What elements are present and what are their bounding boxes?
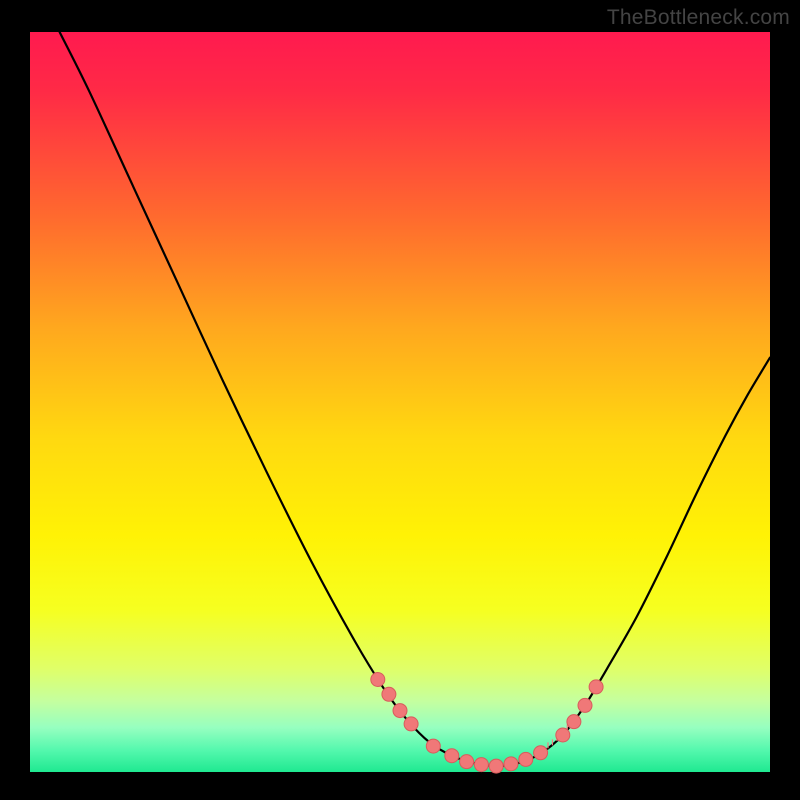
marker-dot	[578, 698, 592, 712]
marker-dot	[404, 717, 418, 731]
marker-dot	[371, 673, 385, 687]
marker-dot	[445, 749, 459, 763]
marker-dot	[393, 704, 407, 718]
marker-dot	[504, 757, 518, 771]
marker-dot	[534, 746, 548, 760]
chart-container: TheBottleneck.com	[0, 0, 800, 800]
marker-dot	[426, 739, 440, 753]
marker-dot	[382, 687, 396, 701]
bottleneck-curve-chart	[0, 0, 800, 800]
marker-dot	[519, 752, 533, 766]
watermark-text: TheBottleneck.com	[607, 6, 790, 30]
marker-dot	[489, 759, 503, 773]
marker-dot	[460, 755, 474, 769]
marker-dot	[556, 728, 570, 742]
marker-dot	[589, 680, 603, 694]
plot-background	[30, 32, 770, 772]
marker-dot	[567, 715, 581, 729]
marker-dot	[474, 758, 488, 772]
